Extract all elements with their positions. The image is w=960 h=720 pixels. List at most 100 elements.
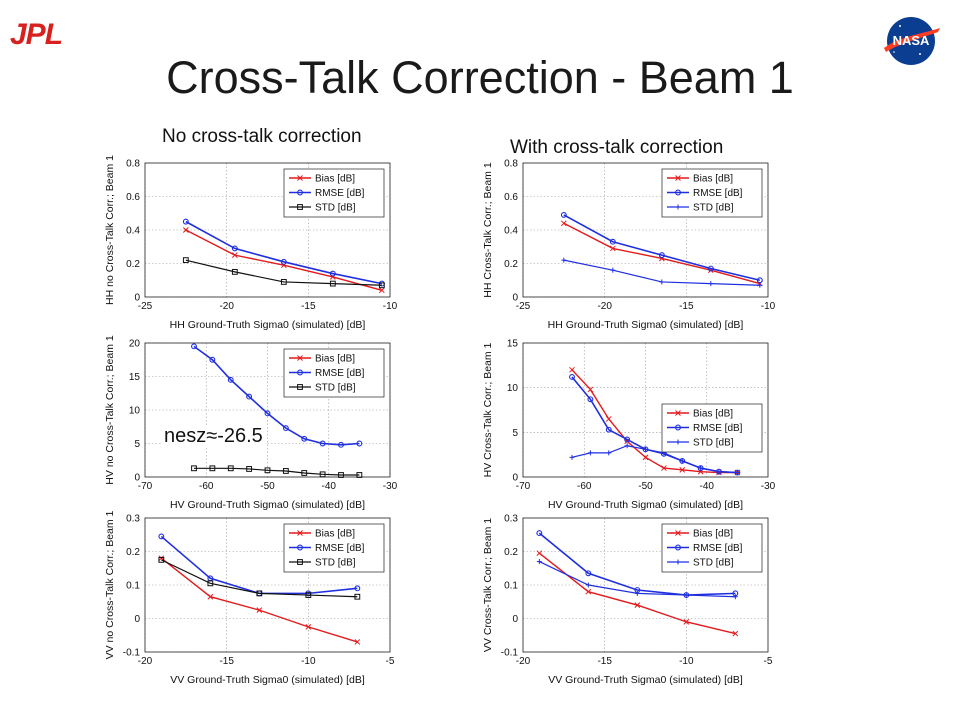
- data-point: [191, 465, 197, 472]
- data-point: [319, 440, 326, 447]
- data-point: [182, 218, 189, 225]
- data-point: [329, 280, 336, 287]
- data-point: [642, 454, 649, 461]
- data-point: [609, 245, 616, 252]
- x-tick-label: -15: [301, 301, 316, 312]
- data-point: [338, 472, 344, 478]
- y-tick-label: 10: [129, 406, 141, 417]
- series-line: [193, 345, 360, 446]
- y-axis-label: HV Cross-Talk Corr.; Beam 1: [482, 342, 494, 477]
- x-tick-label: -40: [322, 481, 337, 492]
- data-point: [227, 465, 234, 472]
- legend-label: RMSE [dB]: [315, 368, 365, 379]
- data-point: [305, 592, 312, 598]
- y-tick-label: 10: [507, 383, 519, 394]
- y-tick-label: 0.8: [126, 159, 140, 170]
- series-line: [161, 559, 358, 598]
- data-point: [698, 465, 704, 471]
- series-rmse: [182, 218, 385, 287]
- series-std: [191, 465, 363, 478]
- y-axis-label: HH no Cross-Talk Corr.; Beam 1: [104, 155, 116, 305]
- data-point: [605, 426, 612, 433]
- legend-marker: [297, 544, 303, 551]
- data-point: [354, 639, 361, 645]
- data-point: [634, 602, 641, 608]
- data-point: [610, 267, 616, 273]
- data-point: [560, 220, 567, 227]
- legend-marker: [297, 204, 303, 210]
- legend-marker: [297, 559, 303, 565]
- y-axis-label: VV no Cross-Talk Corr.; Beam 1: [104, 510, 116, 659]
- x-tick-label: -10: [383, 301, 398, 312]
- chart-svg: -25 -20 -15 -10 0 0.2 0.4 0.6 0.8 HH Ground-Truth…: [104, 155, 398, 331]
- x-axis-label: VV Ground-Truth Sigma0 (simulated) [dB]: [548, 674, 743, 686]
- legend-label: STD [dB]: [315, 383, 356, 394]
- legend-label: RMSE [dB]: [315, 188, 365, 199]
- data-point: [587, 450, 593, 456]
- data-point: [536, 559, 542, 565]
- legend-marker: [297, 369, 303, 376]
- data-point: [585, 588, 592, 595]
- legend-marker: [675, 175, 681, 181]
- legend-marker: [675, 559, 681, 565]
- data-point: [378, 287, 385, 294]
- data-point: [207, 580, 214, 587]
- x-tick-label: -10: [301, 656, 316, 667]
- data-point: [246, 393, 253, 400]
- series-line: [563, 214, 761, 282]
- chart-svg: -20 -15 -10 -5 -0.1 0 0.1 0.2 0.3 VV Ground-Truth…: [482, 514, 773, 687]
- series-std: [536, 559, 738, 600]
- y-tick-label: 0.4: [126, 226, 140, 237]
- y-tick-label: 0.6: [504, 192, 518, 203]
- series-line: [185, 259, 382, 286]
- x-axis-label: HV Ground-Truth Sigma0 (simulated) [dB]: [548, 499, 743, 511]
- legend-marker: [675, 439, 681, 445]
- data-point: [679, 466, 686, 473]
- data-point: [708, 281, 714, 287]
- legend-marker: [297, 355, 303, 361]
- data-point: [305, 624, 312, 630]
- data-point: [536, 530, 543, 537]
- legend-marker: [297, 189, 303, 196]
- legend-marker: [675, 189, 681, 196]
- data-point: [280, 258, 287, 265]
- series-bias: [536, 550, 739, 637]
- nasa-meatball-icon: NASA: [884, 17, 940, 65]
- legend: Bias [dB] RMSE [dB] STD [dB]: [283, 523, 385, 573]
- x-tick-label: -50: [638, 481, 653, 492]
- legend-marker: [675, 204, 681, 210]
- legend-label: Bias [dB]: [315, 174, 355, 185]
- data-point: [301, 470, 308, 476]
- y-tick-label: 0: [512, 614, 518, 625]
- data-point: [587, 396, 594, 403]
- chart-svg: -25 -20 -15 -10 0 0.2 0.4 0.6 0.8 HH Ground-Truth…: [482, 159, 776, 332]
- legend-label: Bias [dB]: [693, 529, 733, 540]
- x-tick-label: -20: [138, 656, 153, 667]
- data-point: [606, 450, 612, 456]
- data-point: [282, 425, 289, 432]
- legend-label: STD [dB]: [693, 203, 734, 214]
- legend-label: RMSE [dB]: [693, 423, 743, 434]
- data-point: [716, 469, 722, 475]
- y-tick-label: 0.2: [126, 547, 140, 558]
- data-point: [264, 410, 271, 417]
- legend: Bias [dB] RMSE [dB] STD [dB]: [661, 523, 763, 573]
- series-std: [561, 257, 763, 288]
- y-tick-label: 0.1: [504, 581, 518, 592]
- legend-label: RMSE [dB]: [693, 188, 743, 199]
- series-std: [158, 556, 361, 600]
- chart-hh-with-correction: -25 -20 -15 -10 0 0.2 0.4 0.6 0.8 HH Ground-Truth…: [478, 148, 778, 333]
- data-point: [659, 279, 665, 285]
- y-tick-label: 0.8: [504, 159, 518, 170]
- series-std: [182, 257, 385, 289]
- x-tick-label: -20: [516, 656, 531, 667]
- x-tick-label: -20: [597, 301, 612, 312]
- y-tick-label: 5: [134, 439, 140, 450]
- data-point: [378, 282, 385, 289]
- legend-marker: [297, 384, 303, 390]
- data-point: [683, 618, 690, 625]
- left-column-heading: No cross-talk correction: [162, 126, 362, 147]
- x-tick-label: -60: [577, 481, 592, 492]
- nasa-logo-text: NASA: [893, 33, 930, 48]
- y-tick-label: 15: [507, 339, 519, 350]
